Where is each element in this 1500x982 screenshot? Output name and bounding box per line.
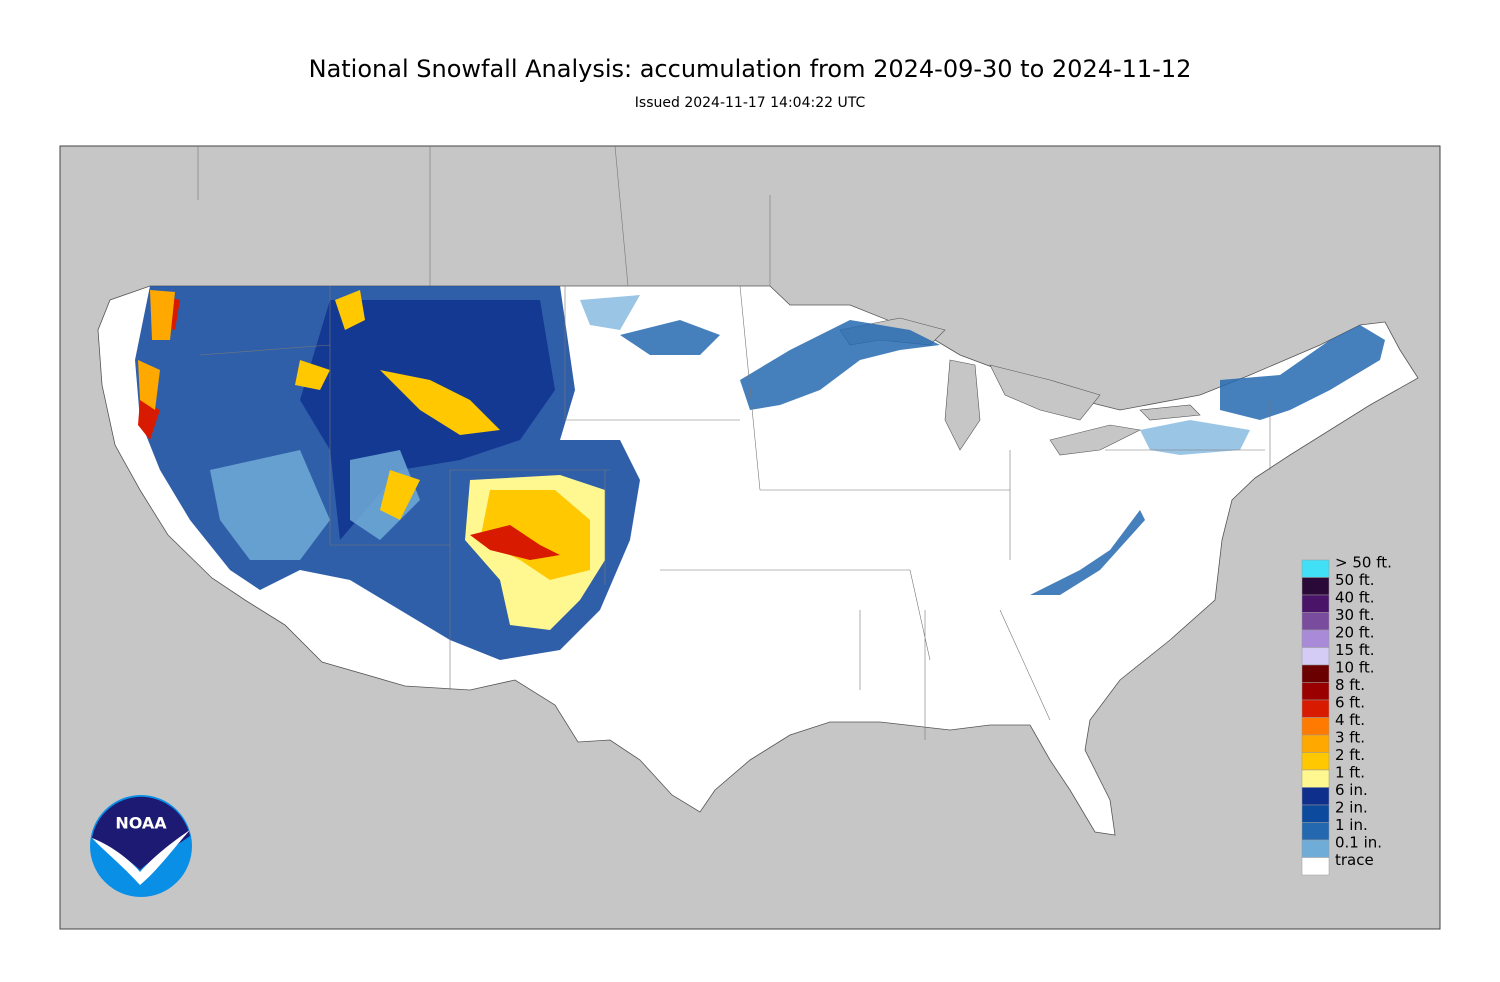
legend-swatch (1301, 857, 1330, 876)
legend-swatch (1301, 559, 1330, 578)
legend-swatch (1301, 717, 1330, 736)
snow-region (620, 320, 1385, 595)
legend-swatch (1301, 752, 1330, 771)
legend-label: trace (1335, 851, 1374, 869)
legend-label: 8 ft. (1335, 676, 1365, 694)
title: National Snowfall Analysis: accumulation… (309, 55, 1192, 83)
legend-swatch (1301, 594, 1330, 613)
legend-label: 30 ft. (1335, 606, 1375, 624)
legend-swatch (1301, 769, 1330, 788)
state-borders (197, 145, 1271, 740)
snow-cover (135, 286, 1385, 660)
legend-swatch (1301, 682, 1330, 701)
legend-swatch (1301, 822, 1330, 841)
legend-swatch (1301, 629, 1330, 648)
legend-label: 2 in. (1335, 799, 1368, 817)
logo-text: NOAA (115, 814, 167, 833)
snow-region (580, 295, 1250, 455)
legend: > 50 ft.50 ft.40 ft.30 ft.20 ft.15 ft.10… (1301, 554, 1392, 876)
legend-label: 4 ft. (1335, 711, 1365, 729)
noaa-logo: NOAA (90, 795, 192, 897)
subtitle: Issued 2024-11-17 14:04:22 UTC (635, 95, 866, 111)
legend-label: 15 ft. (1335, 641, 1375, 659)
legend-swatch (1301, 787, 1330, 806)
legend-swatch (1301, 612, 1330, 631)
legend-swatch (1301, 839, 1330, 858)
snow-region (138, 295, 560, 560)
snow-region (295, 290, 590, 580)
snow-region (210, 450, 420, 560)
legend-swatch (1301, 699, 1330, 718)
legend-label: 3 ft. (1335, 729, 1365, 747)
legend-label: > 50 ft. (1335, 554, 1392, 572)
legend-label: 10 ft. (1335, 659, 1375, 677)
logo-gull (92, 830, 190, 885)
legend-label: 2 ft. (1335, 746, 1365, 764)
legend-label: 40 ft. (1335, 589, 1375, 607)
legend-label: 6 ft. (1335, 694, 1365, 712)
map (59, 145, 1441, 930)
snow-region (138, 290, 175, 410)
legend-swatch (1301, 804, 1330, 823)
legend-label: 1 ft. (1335, 764, 1365, 782)
legend-label: 1 in. (1335, 816, 1368, 834)
legend-swatch (1301, 577, 1330, 596)
legend-label: 20 ft. (1335, 624, 1375, 642)
legend-swatch (1301, 664, 1330, 683)
legend-swatch (1301, 734, 1330, 753)
legend-swatch (1301, 647, 1330, 666)
legend-label: 6 in. (1335, 781, 1368, 799)
legend-label: 50 ft. (1335, 571, 1375, 589)
legend-label: 0.1 in. (1335, 834, 1382, 852)
